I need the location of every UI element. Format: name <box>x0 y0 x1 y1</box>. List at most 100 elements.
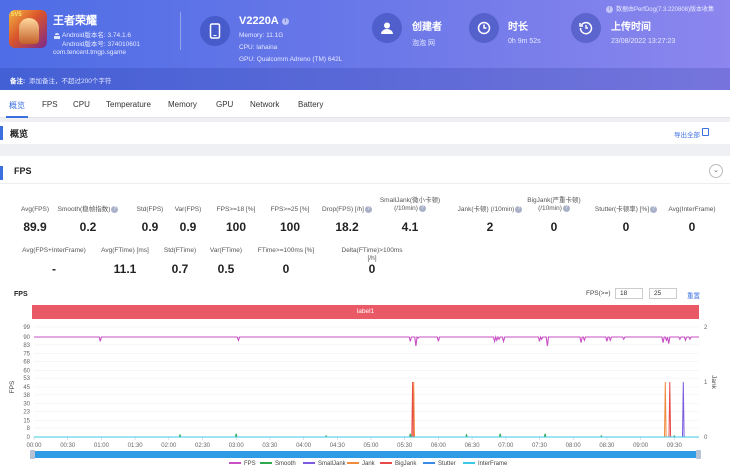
tab-memory[interactable]: Memory <box>168 100 197 109</box>
y-tick-label: 23 <box>23 409 30 415</box>
y-tick-label: 15 <box>23 418 30 424</box>
app-name: 王者荣耀 <box>53 15 97 27</box>
series-jank-line <box>34 381 699 438</box>
x-tick-label: 02:00 <box>161 443 177 449</box>
metric-label: FPS>=25 [%] <box>270 206 310 213</box>
legend-swatch <box>229 462 241 465</box>
legend-item-fps[interactable]: FPS <box>229 461 256 467</box>
metric-value: 89.9 <box>23 220 47 234</box>
x-tick-label: 01:30 <box>128 443 144 449</box>
duration-value: 0h 9m 52s <box>508 38 541 45</box>
remark-label: 备注: <box>10 78 26 85</box>
legend-swatch <box>380 462 392 465</box>
metric-label: Std(FPS) <box>136 206 164 213</box>
metric-label: Delta(FTime)>100ms [/h] <box>341 247 403 262</box>
legend-item-smalljank[interactable]: SmallJank <box>303 461 346 467</box>
package-name: com.tencent.tmgp.sgame <box>53 49 126 56</box>
metric-value: 100 <box>225 220 247 234</box>
perfdog-info-text: 数据由PerfDog(7.3.220808)版本收集 <box>615 7 714 13</box>
legend-swatch <box>463 462 475 465</box>
metric-label: Stutter(卡顿率) [%]? <box>591 206 661 214</box>
y-tick-label: 38 <box>23 393 30 399</box>
metric-value: 18.2 <box>335 220 359 234</box>
legend-item-jank[interactable]: Jank <box>347 461 375 467</box>
x-tick-label: 05:00 <box>363 443 379 449</box>
scroll-handle-right[interactable] <box>696 450 701 459</box>
header-divider <box>180 12 181 50</box>
metric-value: 0 <box>550 220 558 234</box>
export-icon[interactable] <box>702 128 709 136</box>
legend-label: FPS <box>244 461 256 467</box>
help-icon[interactable]: ? <box>418 205 426 212</box>
duration-icon <box>469 13 499 43</box>
x-tick-label: 02:30 <box>195 443 211 449</box>
legend-swatch <box>303 462 315 465</box>
scroll-handle-left[interactable] <box>30 450 35 459</box>
help-icon[interactable]: ? <box>515 206 523 213</box>
y-tick-label: 75 <box>23 352 30 358</box>
x-tick-label: 06:30 <box>465 443 481 449</box>
device-info-icon[interactable]: i <box>281 17 289 25</box>
tab-battery[interactable]: Battery <box>298 100 324 109</box>
chart-legend: FPS Smooth SmallJank Jank BigJank Stutter Inte… <box>0 461 730 470</box>
metric-label: Std(FTime) <box>163 247 197 254</box>
fps-divider <box>0 183 730 184</box>
fps-threshold-input-1[interactable]: 18 <box>615 288 643 299</box>
metric-label: FTime>=100ms [%] <box>257 247 315 254</box>
metric-label: Avg(InterFrame) <box>668 206 716 213</box>
collapse-chevron-icon[interactable]: ⌄ <box>709 164 723 178</box>
upload-value: 23/08/2022 13:27:23 <box>611 38 676 45</box>
tab-temperature[interactable]: Temperature <box>106 100 151 109</box>
perfdog-info-icon: i <box>605 5 613 13</box>
creator-title: 创建者 <box>412 22 442 33</box>
tab-gpu[interactable]: GPU <box>216 100 234 109</box>
series-smooth-line <box>34 433 699 438</box>
time-range-scrollbar[interactable] <box>30 450 701 459</box>
upload-time-icon <box>571 13 601 43</box>
help-icon[interactable]: ? <box>364 206 372 213</box>
legend-item-smooth[interactable]: Smooth <box>260 461 296 467</box>
device-cpu: CPU: lahaina <box>239 44 278 51</box>
threshold-label: FPS(>=) <box>586 290 611 297</box>
metric-value: 0.5 <box>217 262 235 276</box>
tab-network[interactable]: Network <box>250 100 280 109</box>
legend-item-bigjank[interactable]: BigJank <box>380 461 416 467</box>
legend-item-interframe[interactable]: InterFrame <box>463 461 507 467</box>
tab-overview[interactable]: 概览 <box>9 101 25 110</box>
fps-threshold-input-2[interactable]: 25 <box>649 288 677 299</box>
y2-tick-label: 0 <box>704 435 708 441</box>
y-tick-label: 8 <box>27 426 31 432</box>
legend-item-stutter[interactable]: Stutter <box>423 461 456 467</box>
creator-value: 泡泡 网 <box>412 40 435 47</box>
label-band[interactable]: label1 <box>32 305 699 319</box>
reset-button[interactable]: 重置 <box>687 293 700 300</box>
fps-section-title: FPS <box>14 166 32 176</box>
tab-fps[interactable]: FPS <box>42 100 58 109</box>
help-icon[interactable]: ? <box>650 206 658 213</box>
legend-label: Smooth <box>275 461 296 467</box>
metric-value: 0.9 <box>179 220 197 234</box>
metric-label: Smooth(稳帧指数)? <box>53 206 123 214</box>
x-tick-label: 03:30 <box>262 443 278 449</box>
remark-input[interactable]: 添加备注，不超过200个字符 <box>29 78 112 85</box>
metric-value: 0 <box>368 262 376 276</box>
android-code: Android版本号: 374010601 <box>62 41 141 48</box>
y-tick-label: 68 <box>23 359 30 365</box>
help-icon[interactable]: ? <box>562 205 570 212</box>
device-icon <box>200 16 230 46</box>
y-tick-label: 83 <box>23 343 30 349</box>
legend-swatch <box>423 462 435 465</box>
android-version: Android版本名: 3.74.1.6 <box>62 32 132 39</box>
upload-title: 上传时间 <box>611 22 651 33</box>
metric-label: Drop(FPS) [/h]? <box>312 206 382 214</box>
y2-tick-label: 1 <box>704 380 708 386</box>
metric-value: 2 <box>486 220 494 234</box>
tab-cpu[interactable]: CPU <box>73 100 90 109</box>
overview-title: 概览 <box>10 129 29 139</box>
metric-label: Avg(FPS+InterFrame) <box>22 247 86 254</box>
help-icon[interactable]: ? <box>111 206 119 213</box>
export-all-button[interactable]: 导出全部 <box>674 132 700 139</box>
y2-axis-title: Jank <box>710 375 717 389</box>
y-axis-title: FPS <box>9 380 16 393</box>
